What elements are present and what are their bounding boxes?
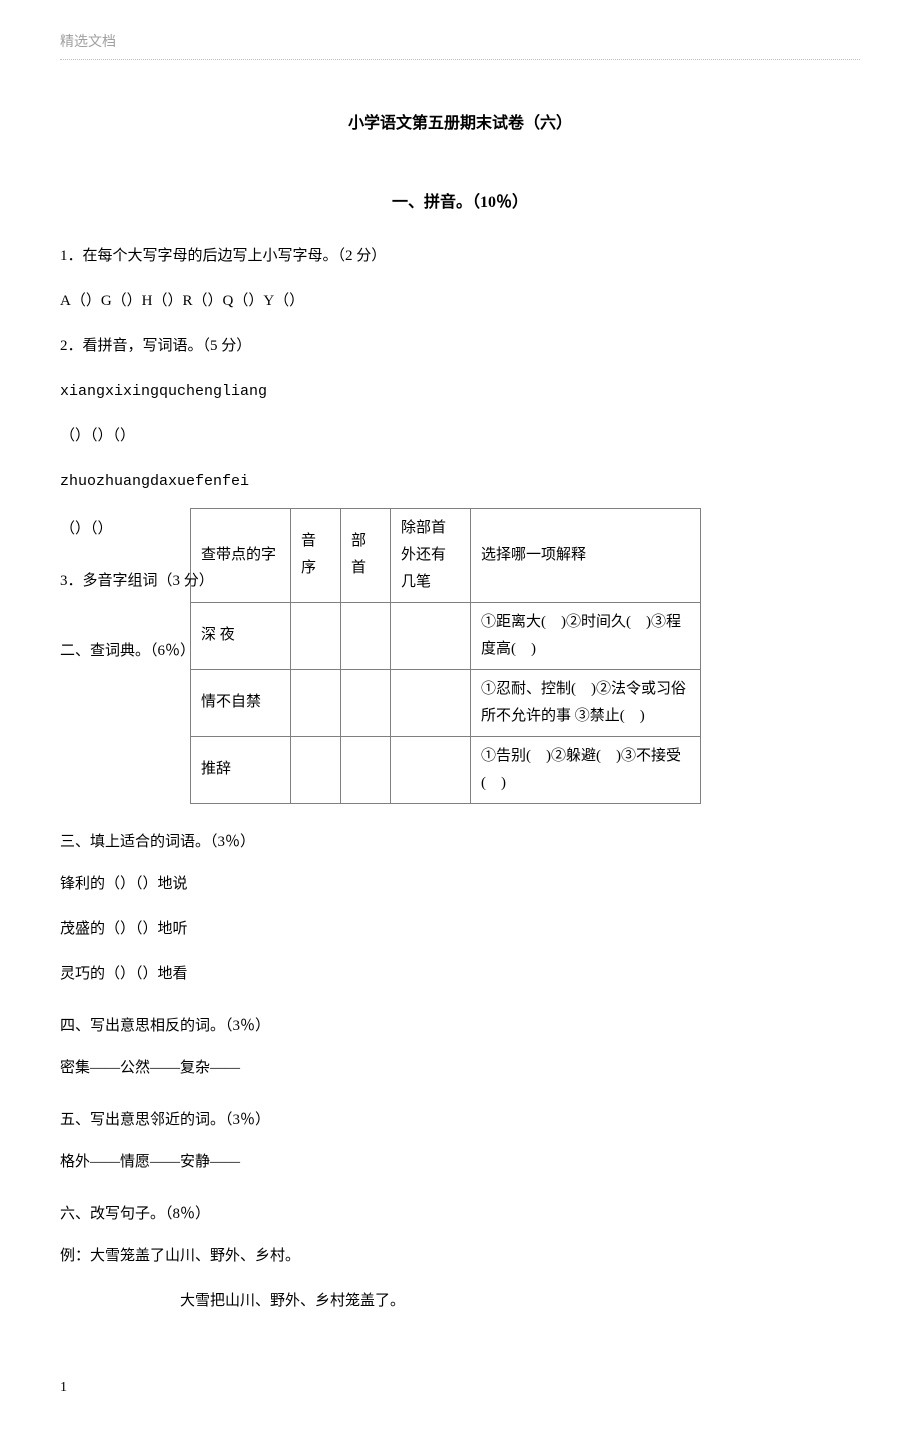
th-strokes: 除部首外还有几笔 bbox=[391, 508, 471, 602]
section3-line3: 灵巧的（）（）地看 bbox=[60, 961, 860, 988]
th-meaning: 选择哪一项解释 bbox=[471, 508, 701, 602]
cell-meaning: ①距离大( )②时间久( )③程度高( ) bbox=[471, 602, 701, 669]
q2-prompt: 2．看拼音，写词语。（5 分） bbox=[60, 333, 860, 360]
section5-heading: 五、写出意思邻近的词。（3％） bbox=[60, 1107, 860, 1134]
section4-content: 密集——公然——复杂—— bbox=[60, 1055, 860, 1082]
cell-strokes bbox=[391, 602, 471, 669]
page-number: 1 bbox=[60, 1375, 860, 1400]
cell-word: 深 夜 bbox=[191, 602, 291, 669]
cell-meaning: ①忍耐、控制( )②法令或习俗所不允许的事 ③禁止( ) bbox=[471, 669, 701, 736]
section3-line1: 锋利的（）（）地说 bbox=[60, 871, 860, 898]
section4-heading: 四、写出意思相反的词。（3％） bbox=[60, 1013, 860, 1040]
q2-pinyin2: zhuozhuangdaxuefenfei bbox=[60, 468, 860, 495]
cell-bushou bbox=[341, 669, 391, 736]
th-yinxu: 音序 bbox=[291, 508, 341, 602]
cell-word: 推辞 bbox=[191, 736, 291, 803]
document-title: 小学语文第五册期末试卷（六） bbox=[60, 110, 860, 139]
th-bushou: 部首 bbox=[341, 508, 391, 602]
cell-bushou bbox=[341, 602, 391, 669]
section6-example-label: 例：大雪笼盖了山川、野外、乡村。 bbox=[60, 1243, 860, 1270]
dictionary-table: 查带点的字 音序 部首 除部首外还有几笔 选择哪一项解释 深 夜 ①距离大( )… bbox=[190, 508, 701, 804]
q1-content: A（）G（）H（）R（）Q（）Y（） bbox=[60, 288, 860, 315]
section5-content: 格外——情愿——安静—— bbox=[60, 1149, 860, 1176]
table-row: 深 夜 ①距离大( )②时间久( )③程度高( ) bbox=[191, 602, 701, 669]
table-row: 推辞 ①告别( )②躲避( )③不接受( ) bbox=[191, 736, 701, 803]
q3-prompt: 3．多音字组词（3 分） bbox=[60, 568, 214, 595]
q1-prompt: 1．在每个大写字母的后边写上小写字母。（2 分） bbox=[60, 243, 860, 270]
section3-line2: 茂盛的（）（）地听 bbox=[60, 916, 860, 943]
section2-heading: 二、查词典。（6％） bbox=[60, 638, 195, 665]
section3-heading: 三、填上适合的词语。（3％） bbox=[60, 829, 860, 856]
q2-pinyin1: xiangxixingquchengliang bbox=[60, 378, 860, 405]
cell-word: 情不自禁 bbox=[191, 669, 291, 736]
table-header-row: 查带点的字 音序 部首 除部首外还有几笔 选择哪一项解释 bbox=[191, 508, 701, 602]
section6-example-answer: 大雪把山川、野外、乡村笼盖了。 bbox=[180, 1288, 860, 1315]
q2-blanks1: （）（）（） bbox=[60, 423, 860, 450]
section6-heading: 六、改写句子。（8％） bbox=[60, 1201, 860, 1228]
cell-meaning: ①告别( )②躲避( )③不接受( ) bbox=[471, 736, 701, 803]
cell-yinxu bbox=[291, 602, 341, 669]
section1-heading: 一、拼音。（10％） bbox=[60, 189, 860, 218]
header-divider bbox=[60, 59, 860, 60]
cell-yinxu bbox=[291, 669, 341, 736]
cell-strokes bbox=[391, 669, 471, 736]
table-row: 情不自禁 ①忍耐、控制( )②法令或习俗所不允许的事 ③禁止( ) bbox=[191, 669, 701, 736]
q2-blanks2: （）（） bbox=[60, 516, 113, 543]
header-label: 精选文档 bbox=[60, 30, 860, 55]
table-container: （）（） 3．多音字组词（3 分） 二、查词典。（6％） 查带点的字 音序 部首… bbox=[60, 508, 860, 804]
cell-bushou bbox=[341, 736, 391, 803]
cell-strokes bbox=[391, 736, 471, 803]
cell-yinxu bbox=[291, 736, 341, 803]
